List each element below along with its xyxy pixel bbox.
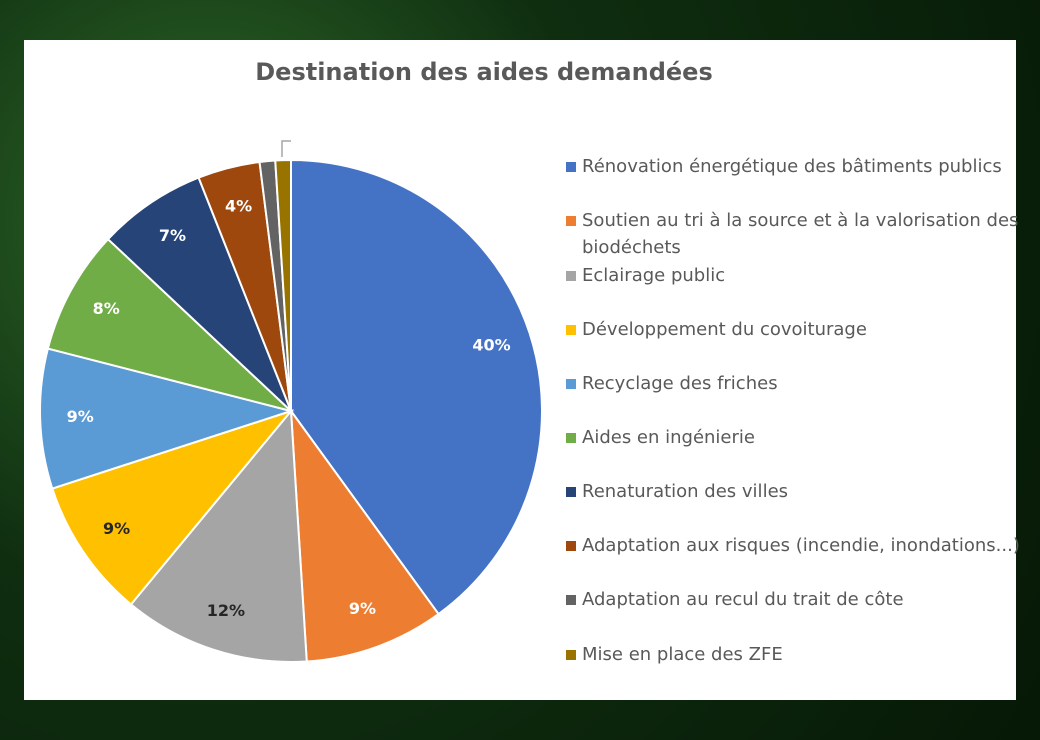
legend-label: Aides en ingénierie [582,427,755,448]
leader-line [281,140,291,157]
data-label: 40% [472,335,510,354]
legend-item: Rénovation énergétique des bâtiments pub… [562,153,1022,180]
pie-slice [274,158,292,412]
data-label: 9% [349,599,376,618]
legend-item: Mise en place des ZFE [562,641,1022,668]
legend-swatch [566,650,576,660]
pie-slice [51,408,294,606]
legend-item: Renaturation des villes [562,478,1022,505]
chart-title: Destination des aides demandées [255,58,712,86]
legend-swatch [566,216,576,226]
data-label: 9% [103,519,130,538]
legend-swatch [566,325,576,335]
legend-label: Recyclage des friches [582,373,778,394]
legend-swatch [566,162,576,172]
legend-label: Renaturation des villes [582,481,789,502]
legend-label: Mise en place des ZFE [582,644,783,665]
data-label: 8% [93,299,120,318]
legend-item: Adaptation aux risques (incendie, inonda… [562,532,1022,559]
pie-slice [106,176,292,412]
legend-swatch [566,271,576,281]
legend-swatch [566,379,576,389]
pie-slice [129,408,308,663]
legend-item: Aides en ingénierie [562,424,1022,451]
legend-label: Adaptation aux risques (incendie, inonda… [582,535,1020,556]
legend-item: Eclairage public [562,262,1022,289]
pie-slice [39,347,295,490]
legend-swatch [566,541,576,551]
data-label: 9% [67,407,94,426]
pie-slice [289,407,440,663]
legend-swatch [566,487,576,497]
legend-label: Adaptation au recul du trait de côte [582,589,904,610]
pie-slice [46,237,292,412]
legend-swatch [566,595,576,605]
legend-label: Rénovation énergétique des bâtiments pub… [582,156,1002,177]
pie-slice [290,158,543,616]
legend-swatch [566,433,576,443]
data-label: 12% [207,601,245,620]
legend-item: Adaptation au recul du trait de côte [562,586,1022,613]
legend-item: Développement du covoiturage [562,316,1022,343]
legend-label: Eclairage public [582,265,726,286]
data-label: 4% [225,196,252,215]
data-label: 7% [159,226,186,245]
legend-item: Recyclage des friches [562,370,1022,397]
legend-label: Développement du covoiturage [582,319,867,340]
legend-item: Soutien au tri à la source et à la valor… [562,207,1022,261]
legend-label: Soutien au tri à la source et à la valor… [582,210,1019,258]
